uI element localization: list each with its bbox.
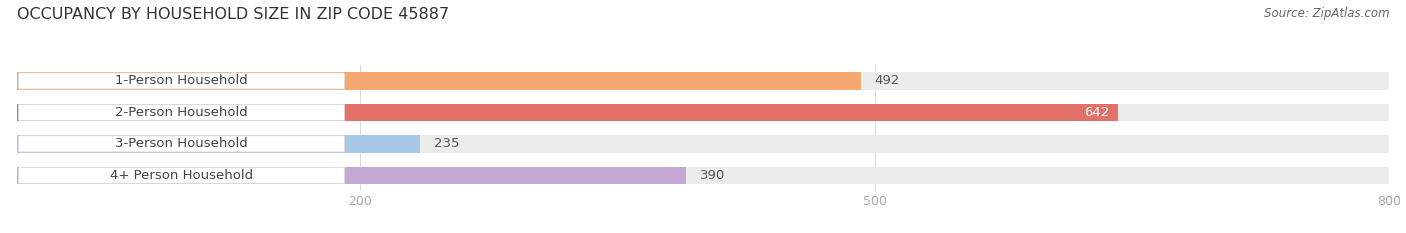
Text: 235: 235	[433, 137, 460, 150]
Bar	[17, 72, 1389, 90]
Bar	[17, 135, 420, 153]
Bar	[17, 104, 1118, 121]
Text: Source: ZipAtlas.com: Source: ZipAtlas.com	[1264, 7, 1389, 20]
Text: 492: 492	[875, 75, 900, 87]
Bar	[17, 104, 1389, 121]
Text: 642: 642	[1084, 106, 1109, 119]
Bar	[17, 72, 860, 90]
FancyBboxPatch shape	[18, 136, 344, 152]
Bar	[17, 135, 1389, 153]
Text: 390: 390	[700, 169, 725, 182]
Text: 2-Person Household: 2-Person Household	[115, 106, 247, 119]
Text: 1-Person Household: 1-Person Household	[115, 75, 247, 87]
Text: OCCUPANCY BY HOUSEHOLD SIZE IN ZIP CODE 45887: OCCUPANCY BY HOUSEHOLD SIZE IN ZIP CODE …	[17, 7, 449, 22]
Bar	[17, 167, 686, 184]
Text: 3-Person Household: 3-Person Household	[115, 137, 247, 150]
FancyBboxPatch shape	[18, 104, 344, 120]
FancyBboxPatch shape	[18, 167, 344, 183]
FancyBboxPatch shape	[18, 73, 344, 89]
Bar	[17, 167, 1389, 184]
Text: 4+ Person Household: 4+ Person Household	[110, 169, 253, 182]
